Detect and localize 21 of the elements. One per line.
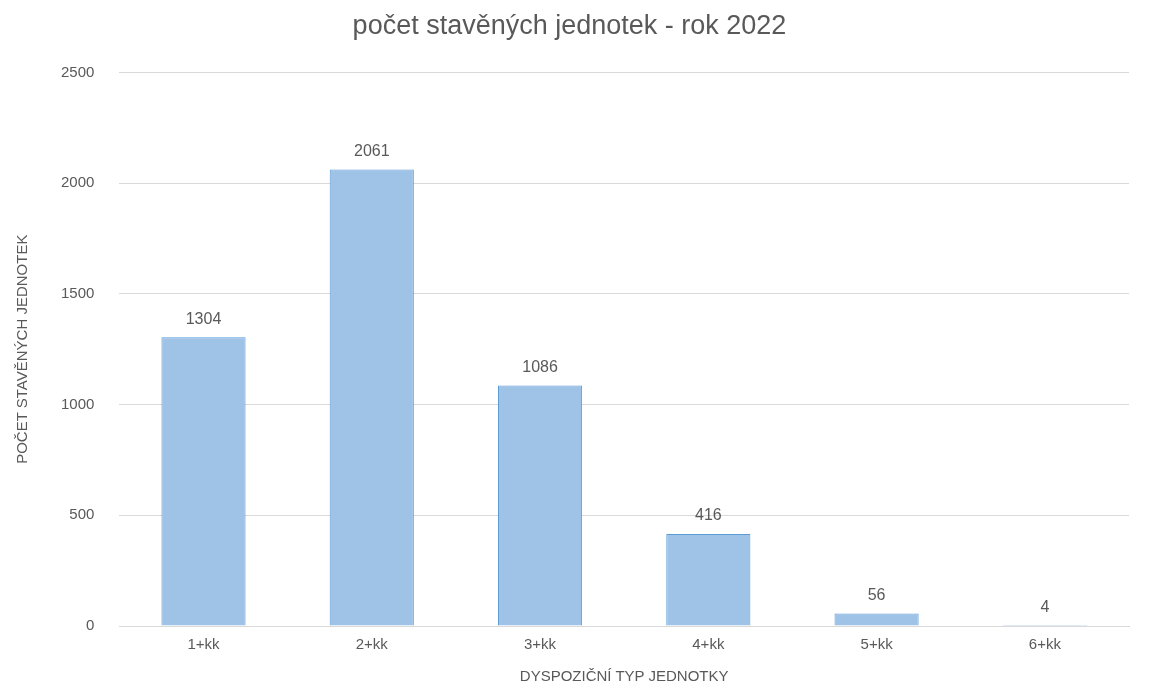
x-tick-label: 4+kk — [692, 635, 725, 653]
x-tick-label: 2+kk — [355, 635, 389, 653]
data-label: 1086 — [522, 357, 558, 375]
x-tick-label: 3+kk — [523, 635, 557, 653]
data-label: 2061 — [353, 142, 390, 160]
data-label: 416 — [694, 506, 722, 524]
data-label: 4 — [1040, 597, 1050, 615]
y-tick-label: 1500 — [60, 283, 95, 301]
chart-title: počet stavěných jednotek - rok 2022 — [352, 9, 787, 40]
y-tick-label: 2000 — [60, 173, 95, 191]
x-tick-label: 6+kk — [1028, 635, 1062, 653]
y-axis-title: POČET STAVĚNÝCH JEDNOTEK — [13, 234, 31, 464]
x-axis-title: DYSPOZIČNÍ TYP JEDNOTKY — [519, 667, 729, 685]
y-tick-label: 500 — [69, 505, 95, 523]
y-tick-label: 1000 — [60, 394, 95, 412]
x-tick-label: 1+kk — [187, 635, 221, 653]
x-tick-label: 5+kk — [860, 635, 894, 653]
y-tick-label: 0 — [86, 616, 95, 634]
data-label: 1304 — [185, 309, 222, 327]
y-tick-label: 2500 — [60, 62, 95, 80]
data-label: 56 — [867, 586, 886, 604]
